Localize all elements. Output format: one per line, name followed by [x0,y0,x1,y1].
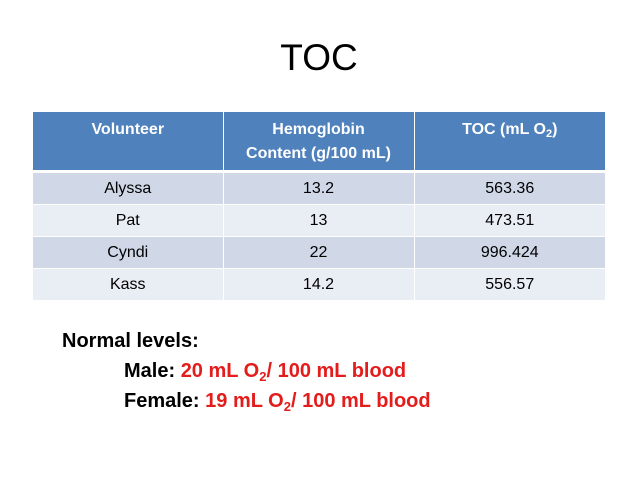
cell-hemoglobin: 14.2 [223,268,415,301]
male-value-subscript: 2 [259,369,267,384]
female-value-suffix: / 100 mL blood [290,390,431,412]
header-hemoglobin: Hemoglobin Content (g/100 mL) [223,112,415,173]
normal-levels: Normal levels: Male: 20 mL O2/ 100 mL bl… [62,326,431,416]
cell-hemoglobin: 22 [223,236,415,269]
cell-toc: 996.424 [414,236,605,269]
cell-toc: 473.51 [414,204,605,237]
header-hemoglobin-line2: Content (g/100 mL) [246,145,391,162]
toc-table: Volunteer Hemoglobin Content (g/100 mL) … [33,112,605,301]
normal-levels-heading: Normal levels: [62,330,199,352]
table-row: Pat 13 473.51 [33,204,605,237]
table-row: Alyssa 13.2 563.36 [33,171,605,205]
female-value: 19 mL O2/ 100 mL blood [205,390,431,414]
female-label: Female: [124,390,206,412]
cell-volunteer: Alyssa [33,171,224,205]
normal-levels-male: Male: 20 mL O2/ 100 mL blood [62,356,431,386]
male-value: 20 mL O2/ 100 mL blood [180,360,407,384]
male-value-suffix: / 100 mL blood [266,360,407,382]
table-header-row: Volunteer Hemoglobin Content (g/100 mL) … [33,112,605,173]
cell-volunteer: Cyndi [33,236,224,269]
cell-toc: 563.36 [414,171,605,205]
header-hemoglobin-line1: Hemoglobin [272,121,365,138]
cell-volunteer: Kass [33,268,224,301]
table-row: Kass 14.2 556.57 [33,268,605,301]
female-value-prefix: 19 mL O [205,390,284,412]
male-value-prefix: 20 mL O [180,360,260,382]
slide-title: TOC [280,37,358,78]
header-toc-prefix: TOC (mL O [462,121,546,138]
female-value-subscript: 2 [283,399,291,414]
header-volunteer: Volunteer [33,112,224,173]
male-label: Male: [124,360,181,382]
cell-hemoglobin: 13 [223,204,415,237]
cell-toc: 556.57 [414,268,605,301]
header-toc: TOC (mL O2) [414,112,605,173]
normal-levels-female: Female: 19 mL O2/ 100 mL blood [62,386,431,416]
header-toc-suffix: ) [552,121,558,138]
table-row: Cyndi 22 996.424 [33,236,605,269]
cell-volunteer: Pat [33,204,224,237]
cell-hemoglobin: 13.2 [223,171,415,205]
header-toc-subscript: 2 [545,128,553,140]
header-volunteer-label: Volunteer [91,121,165,138]
